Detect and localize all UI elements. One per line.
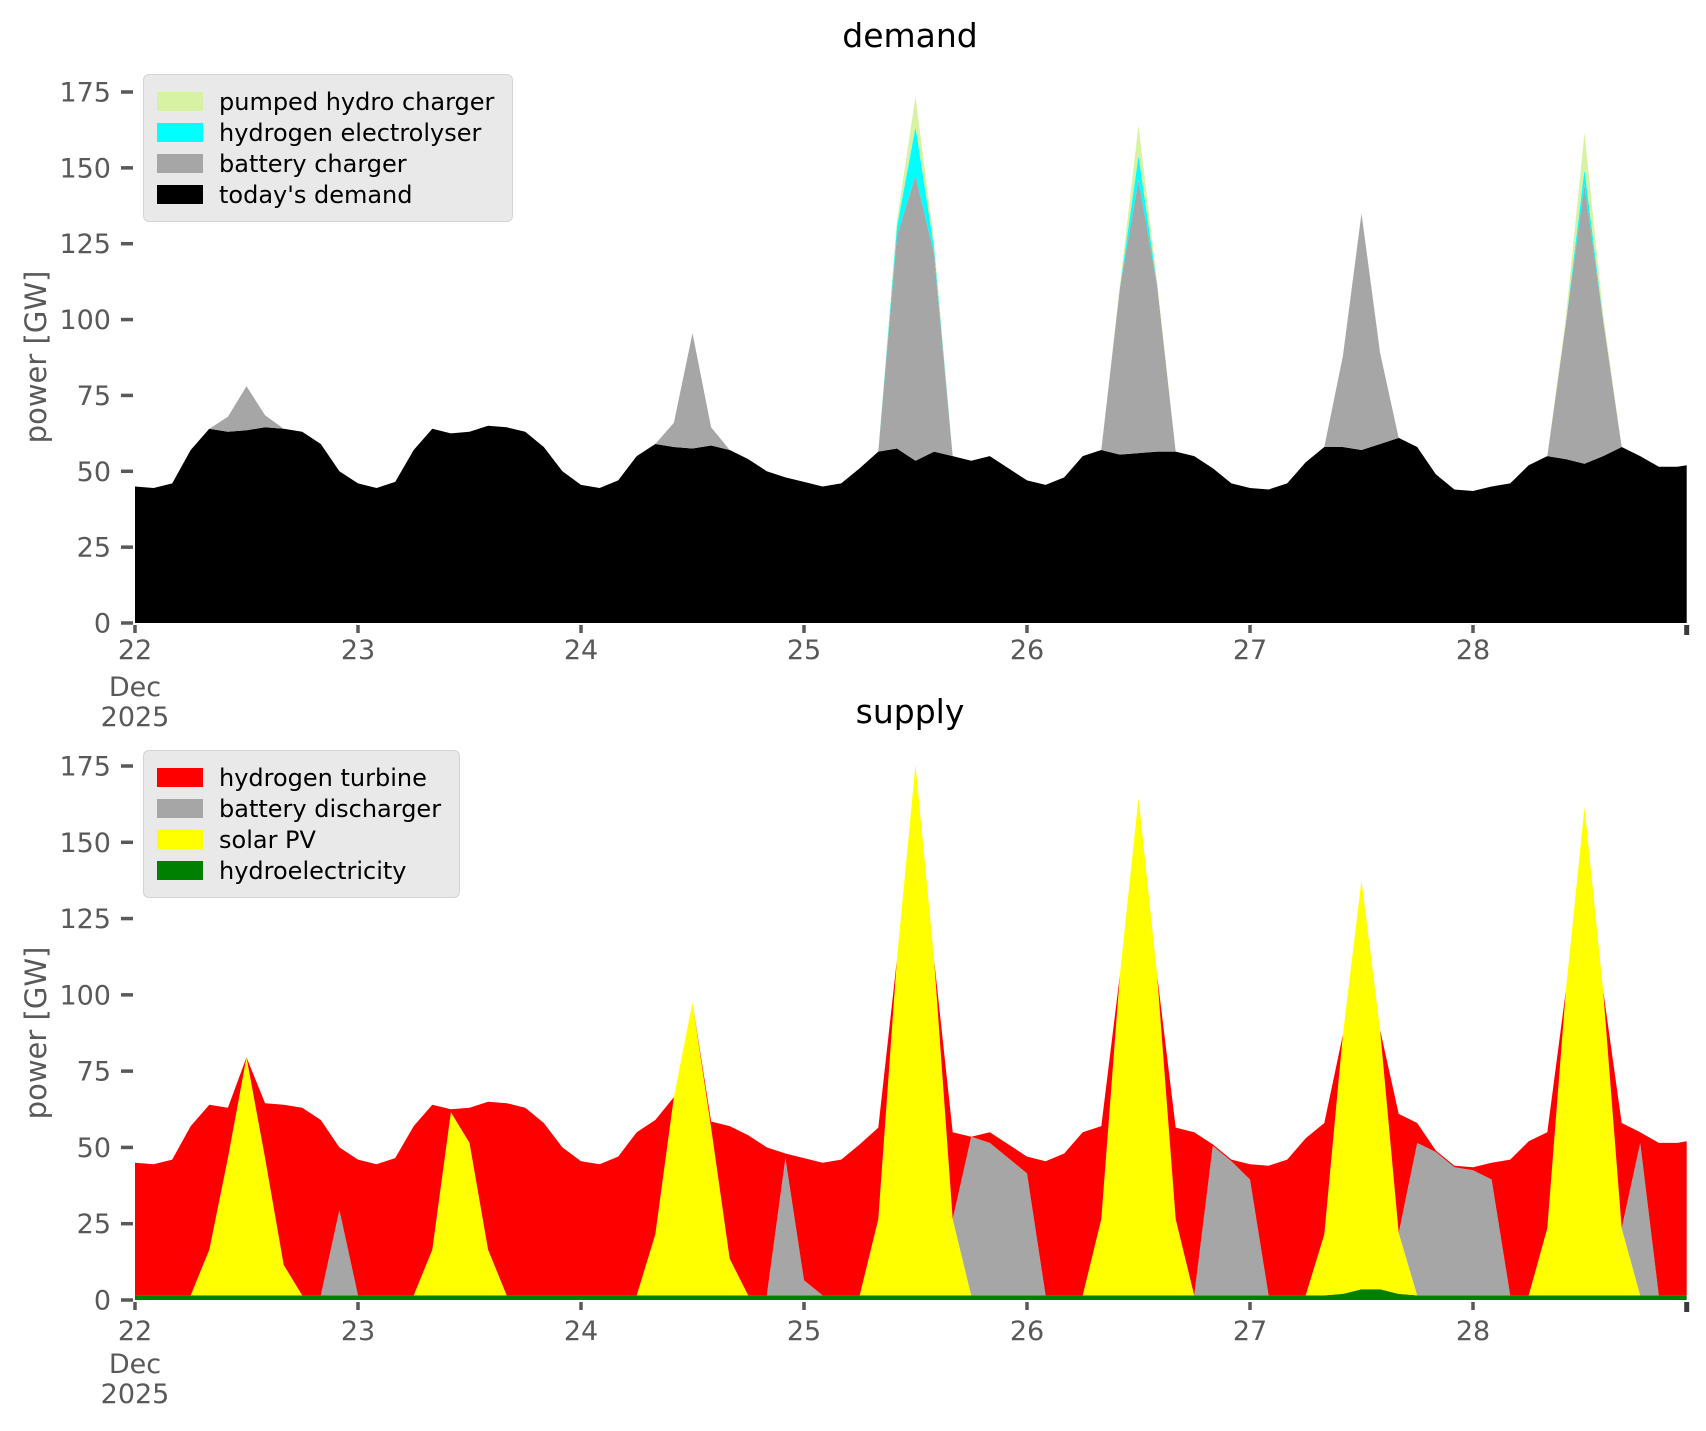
legend-row: solar PV [157, 824, 441, 855]
legend-row: battery discharger [157, 793, 441, 824]
demand-chart-title: demand [842, 16, 978, 55]
supply-y-axis-label: power [GW] [19, 946, 53, 1120]
hydroelectricity-swatch [157, 861, 203, 880]
y-tick-label: 100 [59, 980, 111, 1011]
y-tick-label: 150 [59, 828, 111, 859]
legend-label-battery-discharger: battery discharger [219, 794, 442, 823]
demand-x-axis-month-label: Dec [108, 672, 162, 703]
supply-legend: hydrogen turbine battery discharger sola… [143, 750, 461, 898]
x-tick-label: 28 [1456, 1316, 1490, 1347]
solar-pv-swatch [157, 830, 203, 849]
battery-discharger-swatch [157, 799, 203, 818]
y-tick-label: 175 [59, 78, 111, 109]
demand-legend: pumped hydro charger hydrogen electrolys… [143, 74, 514, 222]
legend-label-solar-pv: solar PV [219, 825, 316, 854]
legend-label-pumped-hydro-charger: pumped hydro charger [219, 87, 495, 116]
x-tick-label: 23 [341, 635, 375, 666]
x-tick-label: 27 [1233, 1316, 1267, 1347]
y-tick-label: 75 [77, 1057, 111, 1088]
y-tick-label: 175 [59, 752, 111, 783]
hydrogen-turbine-swatch [157, 768, 203, 787]
legend-label-hydrogen-turbine: hydrogen turbine [219, 763, 427, 792]
y-tick-label: 50 [77, 1133, 111, 1164]
legend-row: hydrogen turbine [157, 762, 441, 793]
demand-area-battery-charger [135, 175, 1687, 491]
legend-row: hydroelectricity [157, 855, 441, 886]
x-tick-label: 27 [1233, 635, 1267, 666]
demand-area-today-s-demand [135, 425, 1687, 623]
demand-y-axis-label: power [GW] [19, 270, 53, 444]
y-tick-label: 100 [59, 305, 111, 336]
supply-area-hydrogen-turbine [135, 764, 1687, 1296]
y-tick-label: 0 [94, 1286, 111, 1317]
legend-row: hydrogen electrolyser [157, 117, 494, 148]
legend-row: battery charger [157, 148, 494, 179]
supply-area-hydroelectricity [135, 1289, 1687, 1300]
x-tick-label: 28 [1456, 635, 1490, 666]
supply-x-axis-year-label: 2025 [100, 1379, 170, 1410]
x-tick-label: 24 [564, 635, 598, 666]
y-tick-label: 50 [77, 457, 111, 488]
hydrogen-electrolyser-swatch [157, 123, 203, 142]
supply-area-solar-pv [135, 764, 1687, 1296]
y-tick-label: 150 [59, 153, 111, 184]
demand-plot-area: 0 25 50 75 100 125 150 175 22 23 24 25 26 27 28 [59, 78, 1690, 666]
legend-row: pumped hydro charger [157, 86, 494, 117]
legend-label-hydrogen-electrolyser: hydrogen electrolyser [219, 118, 482, 147]
y-tick-label: 25 [77, 1209, 111, 1240]
x-tick-label: 25 [787, 635, 821, 666]
legend-row: today's demand [157, 179, 494, 210]
x-tick-label: 26 [1010, 1316, 1044, 1347]
y-tick-label: 125 [59, 904, 111, 935]
y-tick-label: 125 [59, 229, 111, 260]
legend-label-hydroelectricity: hydroelectricity [219, 856, 407, 885]
y-tick-label: 0 [94, 609, 111, 640]
y-tick-label: 25 [77, 533, 111, 564]
x-tick-label: 25 [787, 1316, 821, 1347]
x-tick-label: 22 [118, 635, 152, 666]
legend-label-battery-charger: battery charger [219, 149, 407, 178]
demand-x-axis-year-label: 2025 [100, 702, 170, 733]
x-tick-label: 26 [1010, 635, 1044, 666]
y-tick-label: 75 [77, 381, 111, 412]
x-tick-label: 23 [341, 1316, 375, 1347]
pumped-hydro-charger-swatch [157, 92, 203, 111]
x-tick-label: 22 [118, 1316, 152, 1347]
supply-plot-area: 0 25 50 75 100 125 150 175 22 23 24 25 26 27 28 [59, 752, 1690, 1347]
todays-demand-swatch [157, 185, 203, 204]
battery-charger-swatch [157, 154, 203, 173]
supply-chart-title: supply [855, 692, 965, 731]
x-tick-label: 24 [564, 1316, 598, 1347]
supply-x-axis-month-label: Dec [108, 1349, 162, 1380]
legend-label-todays-demand: today's demand [219, 180, 413, 209]
